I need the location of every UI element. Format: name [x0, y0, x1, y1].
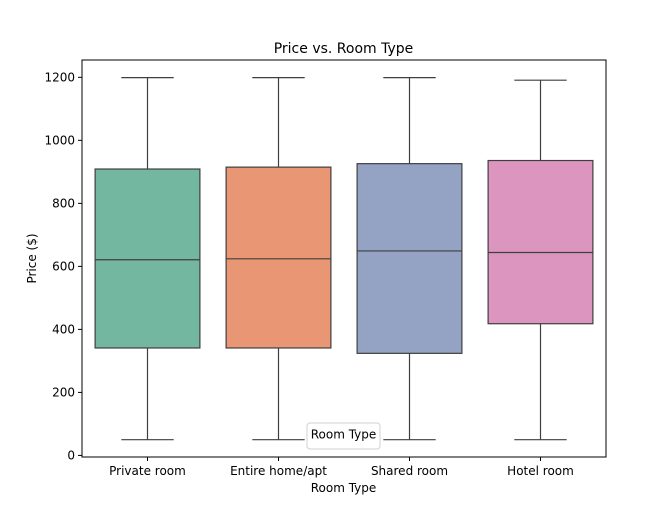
box-shared-room: [356, 77, 463, 441]
x-tick-label: Hotel room: [507, 464, 574, 478]
legend-title: Room Type: [311, 428, 377, 442]
box-iqr: [487, 159, 594, 325]
x-tick-label: Shared room: [371, 464, 448, 478]
x-axis: Private room Entire home/apt Shared room Ho…: [109, 457, 574, 478]
y-tick-label: 800: [52, 196, 75, 210]
box-private-room: [94, 77, 201, 441]
y-tick-label: 1000: [44, 133, 75, 147]
x-tick-label: Entire home/apt: [230, 464, 327, 478]
x-tick-label: Private room: [109, 464, 186, 478]
plot-area: [94, 77, 594, 441]
y-axis-label: Price ($): [25, 233, 39, 283]
legend: Room Type: [306, 422, 381, 450]
box-hotel-room: [487, 79, 594, 441]
y-tick-label: 600: [52, 259, 75, 273]
y-tick-label: 1200: [44, 70, 75, 84]
legend-frame: [306, 422, 381, 450]
box-iqr: [356, 163, 463, 354]
y-tick-label: 0: [67, 448, 75, 462]
chart-title: Price vs. Room Type: [274, 41, 414, 57]
x-axis-label: Room Type: [311, 481, 377, 495]
box-iqr: [225, 166, 332, 349]
y-tick-label: 400: [52, 322, 75, 336]
plot-frame: [81, 59, 607, 458]
box-iqr: [94, 168, 201, 349]
y-axis: 0 200 400 600 800 1000 1200: [44, 70, 82, 462]
box-entire-home-apt: [225, 77, 332, 441]
y-tick-label: 200: [52, 385, 75, 399]
